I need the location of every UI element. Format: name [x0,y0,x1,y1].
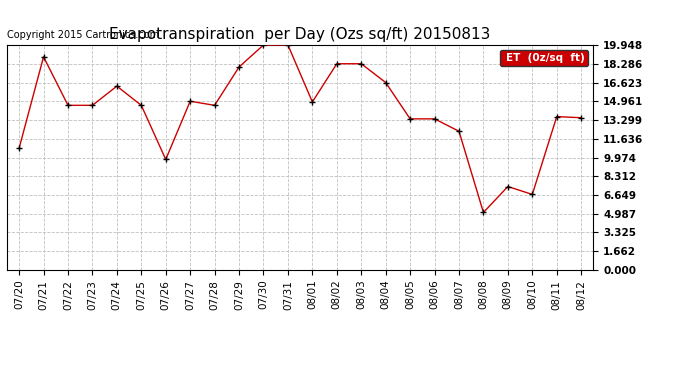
Title: Evapotranspiration  per Day (Ozs sq/ft) 20150813: Evapotranspiration per Day (Ozs sq/ft) 2… [110,27,491,42]
Legend: ET  (0z/sq  ft): ET (0z/sq ft) [500,50,588,66]
Text: Copyright 2015 Cartronics.com: Copyright 2015 Cartronics.com [7,30,159,40]
